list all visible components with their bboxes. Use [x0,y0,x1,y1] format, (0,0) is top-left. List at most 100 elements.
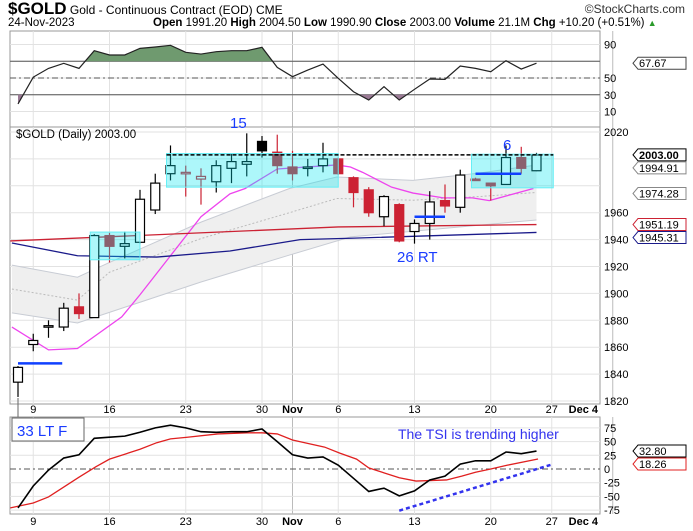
open-label: Open [153,17,183,29]
quote-line: 24-Nov-2023 Open 1991.20 High 2004.50 Lo… [8,17,688,30]
annotation-33-lt-f: 33 LT F [17,423,67,440]
candle-body [363,189,374,214]
low-label: Low [303,17,327,29]
price-readout-tag [632,148,687,162]
date-tick-label: 20 [485,404,497,416]
sma-red-line [10,223,537,242]
date-tick-label: 6 [335,404,341,416]
rsi-oversold-fill [18,94,407,104]
price-readout: 2003.00 [639,150,679,162]
tsi-trend-line [398,462,554,512]
candle-body [317,158,329,167]
date-tick-label: Dec 4 [569,404,599,416]
candle-body [211,165,222,183]
sma-navy-line [11,231,537,258]
candle-body [241,160,252,165]
annotation-6: 6 [503,137,511,154]
change-label: Chg [533,17,556,29]
open-value: 1991.20 [185,17,228,29]
high-label: High [230,17,256,29]
date-tick-label: 16 [103,404,115,416]
symbol: $GOLD [8,0,67,18]
price-tick-label: 1860 [604,342,628,354]
panel-frame [9,416,601,515]
price-tick-label: 1960 [604,208,628,220]
candle-body [485,182,496,187]
rsi-readout-tag [632,56,687,70]
price-readout: 1994.91 [639,163,679,175]
candle-body [424,201,435,225]
high-value: 2004.50 [259,17,301,29]
date-tick-label: 30 [256,516,268,528]
rsi-tick-label: 50 [604,73,616,85]
candle-body [58,307,69,328]
annotation-box [11,417,85,442]
candle-body [470,178,481,182]
candle-body [12,366,24,383]
date-tick-label: Dec 4 [569,516,599,528]
date-tick-label: 30 [256,404,268,416]
rsi-line [17,44,537,105]
candle-body [104,234,115,247]
date-tick-label: Nov [282,516,304,528]
close-label: Close [374,17,407,29]
date-tick-label: 6 [335,516,341,528]
date-tick-label: 9 [30,516,36,528]
tsi-tick-label: 75 [604,423,616,435]
close-value: 2003.00 [409,17,452,29]
tsi-tick-label: -25 [604,478,620,490]
tsi-tick-label: 0 [604,464,610,476]
candle-body [348,177,359,194]
instrument-name: Gold - Continuous Contract (EOD) [69,3,253,17]
panel-frame [9,30,601,128]
candle-body [150,182,161,211]
price-readout-tag [632,218,687,232]
rsi-tick-label: 30 [604,90,616,102]
date-tick-label: 23 [180,404,192,416]
candle-body [409,222,420,233]
candle-body [500,156,512,186]
tsi-tick-label: 25 [604,450,616,462]
up-triangle-icon: ▲ [647,18,657,28]
candle-body [302,166,313,170]
candle-body [256,140,268,152]
quote-date: 24-Nov-2023 [8,17,75,29]
candle-body [394,204,405,242]
consolidation-box [89,231,141,261]
tsi-readout-tag [632,444,687,458]
candle-body [195,175,207,180]
price-panel-label: $GOLD (Daily) 2003.00 [16,129,136,141]
rsi-readout: 67.67 [639,58,667,70]
price-readout-tag [632,231,687,245]
tsi-tick-label: -75 [604,505,620,517]
tsi-readout: 18.26 [639,459,667,471]
price-tick-label: 1840 [604,369,628,381]
price-readout: 1945.31 [639,233,679,245]
candle-body [272,151,283,167]
exchange: CME [256,3,283,17]
date-tick-label: 27 [546,404,558,416]
date-tick-label: Nov [282,404,304,416]
date-tick-label: 23 [180,516,192,528]
rsi-overbought-fill [85,45,508,62]
candle-body [516,156,527,169]
price-tick-label: 1880 [604,315,628,327]
tsi-tick-label: 50 [604,437,616,449]
consolidation-box [471,153,554,189]
annotation-26-rt: 26 RT [397,249,438,266]
candle-body [378,195,390,218]
price-tick-label: 1940 [604,235,628,247]
volume-label: Volume [454,17,495,29]
date-tick-label: 13 [408,516,420,528]
rsi-tick-label: 90 [604,40,616,52]
tsi-readout: 32.80 [639,446,667,458]
price-readout-tag [632,161,687,175]
candle-body [226,160,237,169]
volume-value: 21.1M [498,17,531,29]
low-value: 1990.90 [330,17,372,29]
candle-body [73,306,85,315]
candle-body [180,171,191,175]
price-tick-label: 1900 [604,288,628,300]
